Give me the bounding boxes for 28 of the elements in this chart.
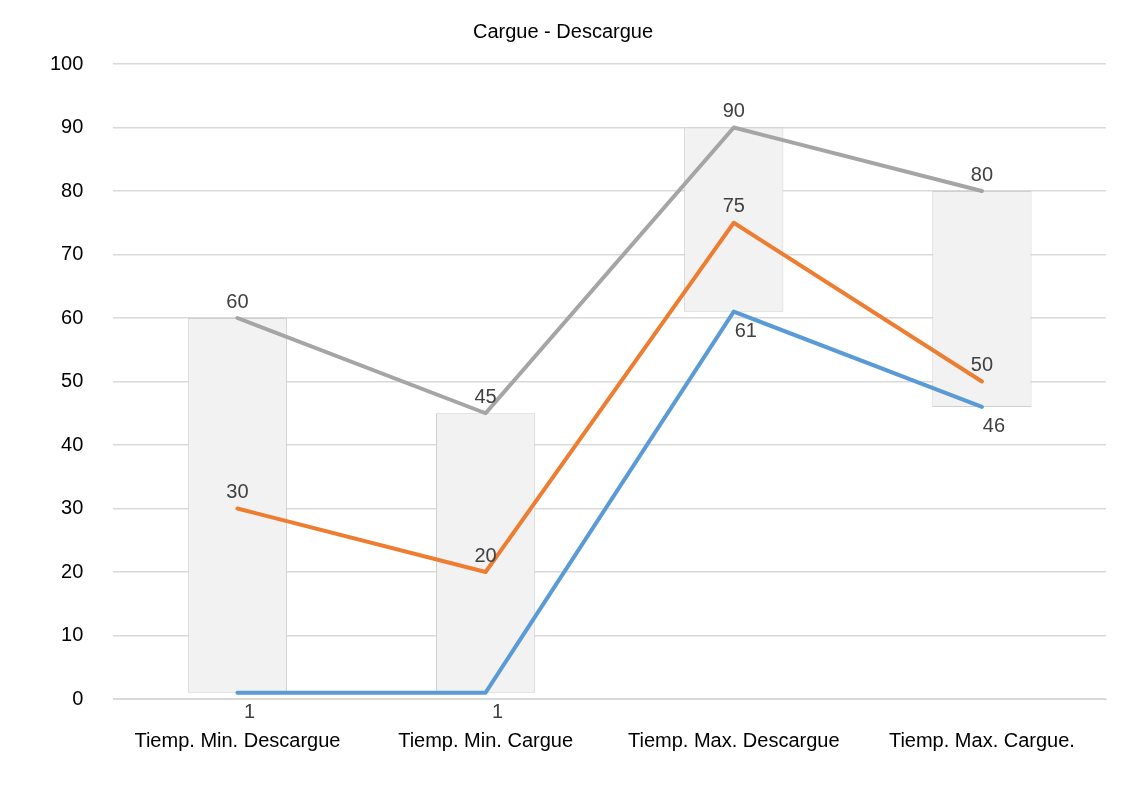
y-tick-label: 60 [61,305,84,328]
y-tick-label: 40 [61,432,84,455]
chart-title: Cargue - Descargue [472,19,654,42]
y-tick-label: 0 [72,686,84,709]
data-label: 75 [722,194,745,217]
y-tick-label: 10 [61,623,84,646]
x-tick-label: Tiemp. Min. Cargue [398,728,574,751]
data-label: 1 [492,700,504,723]
y-tick-label: 100 [49,51,84,74]
data-label: 50 [970,353,994,376]
y-tick-label: 70 [61,242,84,265]
data-label: 46 [982,414,1006,437]
data-label: 30 [226,480,249,503]
y-tick-label: 80 [61,178,84,201]
y-tick-label: 30 [61,496,84,519]
data-label: 1 [243,700,256,723]
y-tick-label: 20 [61,559,84,582]
y-tick-label: 90 [61,115,84,138]
data-label: 60 [226,289,249,312]
data-label: 90 [722,99,745,122]
x-tick-label: Tiemp. Max. Descargue [627,728,840,751]
data-label: 61 [734,319,757,342]
x-tick-label: Tiemp. Max. Cargue. [888,728,1075,751]
data-label: 80 [970,162,994,185]
data-label: 45 [474,384,497,407]
y-tick-label: 50 [61,369,84,392]
x-tick-label: Tiemp. Min. Descargue [134,728,341,751]
data-label: 20 [474,543,497,566]
